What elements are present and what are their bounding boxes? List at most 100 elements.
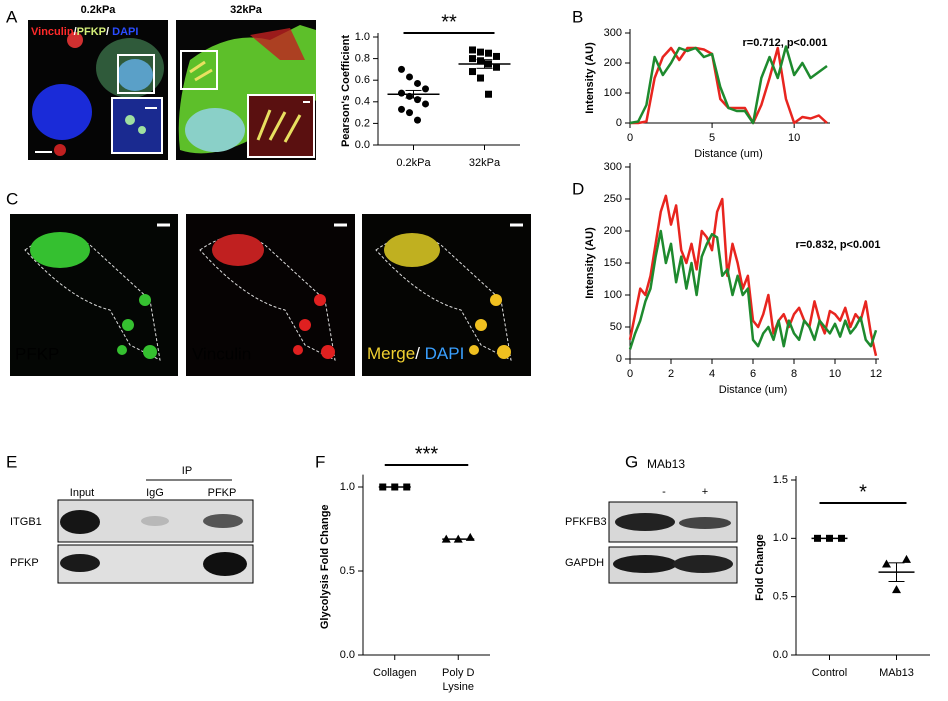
channel-label: Merge (367, 344, 415, 363)
point (414, 96, 421, 104)
x-tick-label: MAb13 (879, 667, 914, 679)
point (882, 559, 891, 568)
point (398, 89, 405, 97)
x-tick-label: 4 (709, 368, 715, 380)
point (414, 116, 421, 124)
y-tick-label: 0.5 (773, 591, 788, 603)
image-title: 32kPa (230, 4, 263, 16)
significance: * (859, 481, 867, 503)
micrograph (10, 214, 178, 376)
y-tick-label: 200 (604, 57, 622, 69)
point (469, 46, 476, 54)
point (414, 79, 421, 87)
error-bar (476, 59, 493, 69)
point (485, 49, 492, 57)
y-tick-label: 150 (604, 257, 622, 269)
panel-letter: D (572, 179, 584, 198)
annotation: r=0.832, p<0.001 (795, 239, 880, 251)
panel-letter: A (6, 7, 18, 26)
stain-label: Vinculin (31, 26, 74, 38)
y-tick-label: 100 (604, 87, 622, 99)
y-tick-label: 1.0 (773, 532, 788, 544)
y-tick-label: 200 (604, 225, 622, 237)
y-tick-label: 1.0 (355, 31, 370, 43)
y-tick-label: 0 (616, 353, 622, 365)
micrograph (176, 20, 316, 160)
annotation: r=0.712, p<0.001 (742, 37, 827, 49)
x-tick-label: 0 (627, 132, 633, 144)
channel-label: / (415, 344, 424, 363)
point (469, 68, 476, 76)
micrograph (28, 20, 168, 160)
y-axis-label: Intensity (AU) (584, 42, 596, 114)
x-tick-label: 0 (627, 368, 633, 380)
point (469, 55, 476, 63)
x-tick-label: 10 (829, 368, 841, 380)
y-tick-label: 300 (604, 161, 622, 173)
y-tick-label: 0.6 (355, 74, 370, 86)
y-axis-label: Glycolysis Fold Change (319, 504, 331, 629)
lane-label: Input (70, 487, 94, 499)
error-bar (888, 562, 905, 582)
stain-label: / (106, 26, 112, 38)
y-tick-label: 0.0 (340, 649, 355, 661)
point (422, 100, 429, 108)
lane-label: + (702, 486, 708, 498)
x-tick-label: 2 (668, 368, 674, 380)
panel-letter: E (6, 452, 17, 471)
x-tick-label: 32kPa (469, 157, 501, 169)
significance: *** (415, 443, 439, 465)
label-line: Lysine (443, 681, 474, 693)
y-axis-label: Fold Change (754, 534, 766, 601)
point (902, 554, 911, 563)
label-line: Poly D (442, 667, 474, 679)
x-axis-label: Distance (um) (694, 148, 762, 160)
y-axis-label: Intensity (AU) (584, 227, 596, 299)
line-series (628, 194, 878, 357)
row-label: ITGB1 (10, 516, 42, 528)
y-tick-label: 250 (604, 193, 622, 205)
x-tick-label: 8 (791, 368, 797, 380)
point (477, 48, 484, 56)
blot (608, 501, 738, 584)
x-tick-label: 12 (870, 368, 882, 380)
channel-label: DAPI (425, 344, 465, 363)
row-label: GAPDH (565, 557, 604, 569)
x-tick-label: Poly D Lysine (442, 667, 474, 693)
channel-label: PFKP (15, 344, 59, 363)
line-series (630, 46, 828, 125)
y-tick-label: 0.5 (340, 565, 355, 577)
y-tick-label: 1.0 (340, 481, 355, 493)
x-tick-label: 0.2kPa (396, 157, 431, 169)
point (493, 63, 500, 71)
y-tick-label: 0.8 (355, 53, 370, 65)
point (422, 85, 429, 93)
y-tick-label: 0.4 (355, 96, 370, 108)
point (892, 585, 901, 594)
point (477, 74, 484, 82)
y-axis-label: Pearson's Coefficient (340, 35, 352, 147)
stain-legend: Vinculin/PFKP/ DAPI (31, 26, 138, 38)
lane-label: PFKP (208, 487, 237, 499)
stain-label: / (74, 26, 77, 38)
stain-label: PFKP (77, 26, 106, 38)
point (485, 90, 492, 98)
point (398, 65, 405, 73)
point (406, 109, 413, 117)
x-tick-label: 5 (709, 132, 715, 144)
x-tick-label: 10 (788, 132, 800, 144)
point (398, 105, 405, 113)
error-bar (405, 89, 422, 99)
lane-label: IgG (146, 487, 164, 499)
row-label: PFKP (10, 557, 39, 569)
y-tick-label: 50 (610, 321, 622, 333)
panel-letter: G (625, 452, 638, 471)
stain-label: DAPI (112, 26, 138, 38)
blot-label: IP (182, 465, 192, 477)
micrograph (186, 214, 355, 376)
point (493, 52, 500, 60)
x-tick-label: Collagen (373, 667, 416, 679)
blot (57, 499, 254, 584)
